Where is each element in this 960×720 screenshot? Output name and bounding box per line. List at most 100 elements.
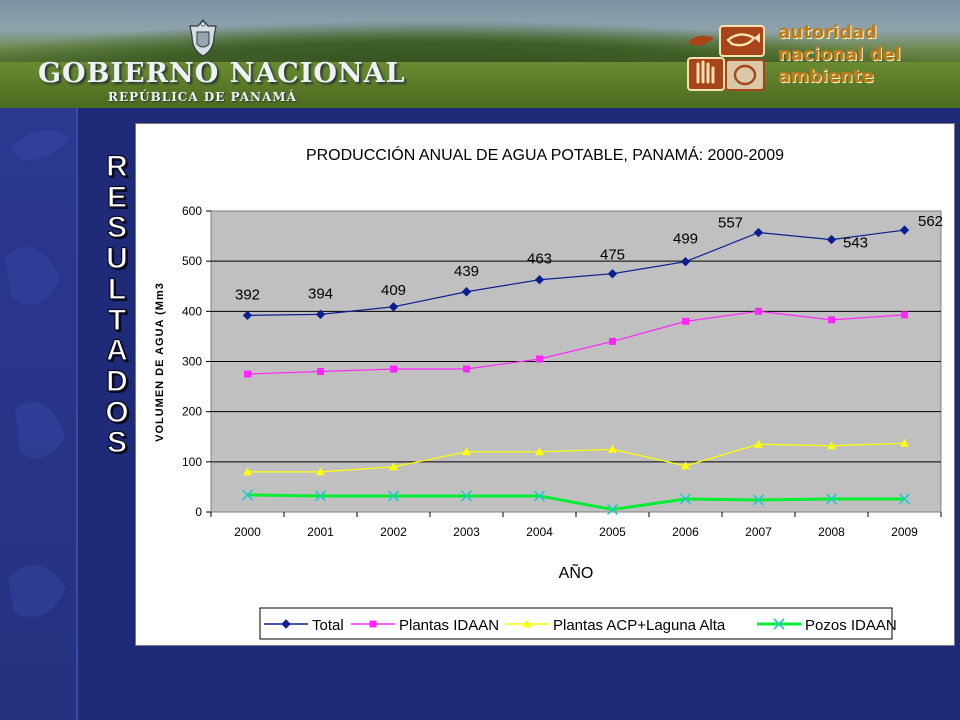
data-point-marker	[533, 490, 546, 502]
title-letter: A	[106, 334, 129, 368]
y-axis-ticks: 0 100 200 300 400 500 600	[182, 204, 211, 519]
x-tick-label: 2005	[599, 525, 626, 539]
data-label: 557	[718, 215, 743, 232]
data-point-marker	[900, 438, 909, 447]
data-label: 394	[308, 285, 333, 302]
legend-swatch-marker	[369, 620, 377, 628]
x-axis-ticks: 2000 2001 2002 2003 2004 2005 2006 2007 2008 2009	[210, 512, 942, 539]
data-point-marker	[680, 256, 691, 267]
data-label: 475	[600, 247, 625, 264]
data-label: 409	[381, 282, 406, 299]
data-point-marker	[607, 269, 618, 279]
line-chart: PRODUCCIÓN ANUAL DE AGUA POTABLE, PANAMÁ…	[154, 145, 943, 640]
y-tick-label: 0	[195, 505, 202, 519]
title-letter: D	[106, 364, 129, 398]
chart-legend: Total Plantas IDAAN Plantas ACP+Laguna Alt…	[259, 607, 897, 640]
data-point-marker	[314, 490, 327, 502]
agency-name-line-1: autoridad	[778, 22, 877, 43]
data-point-marker	[316, 467, 325, 476]
title-letter: E	[106, 180, 127, 214]
data-point-marker	[825, 493, 838, 505]
government-title: GOBIERNO NACIONAL	[38, 58, 406, 89]
data-point-marker	[609, 337, 616, 345]
x-tick-label: 2006	[672, 525, 699, 539]
agency-name-line-3: ambiente	[778, 66, 874, 87]
x-tick-label: 2002	[380, 525, 407, 539]
data-point-marker	[534, 275, 545, 285]
government-subtitle: REPÚBLICA DE PANAMÁ	[108, 90, 297, 104]
data-label: 543	[843, 235, 868, 252]
title-letter: S	[106, 426, 127, 460]
data-point-marker	[681, 461, 690, 470]
x-axis-label: AÑO	[559, 562, 594, 582]
y-tick-label: 200	[182, 405, 202, 419]
data-point-marker	[753, 227, 764, 238]
data-point-marker	[244, 370, 251, 378]
data-point-marker	[536, 355, 543, 363]
data-point-marker	[754, 439, 763, 448]
data-labels: 392 394 409 439 463 475 499 557 543 562	[235, 213, 943, 303]
series-markers	[241, 225, 911, 516]
vertical-section-title: R E S U L T A D O S	[97, 150, 137, 460]
y-tick-label: 400	[182, 304, 202, 318]
title-letter: O	[105, 395, 130, 429]
x-tick-label: 2003	[453, 525, 480, 539]
gridlines	[211, 260, 941, 463]
data-label: 562	[918, 213, 943, 230]
data-point-marker	[828, 316, 835, 324]
y-axis-label: VOLUMEN DE AGUA (Mm3	[154, 282, 166, 442]
data-point-marker	[317, 368, 324, 376]
data-point-marker	[242, 310, 253, 321]
x-tick-label: 2007	[745, 525, 772, 539]
data-point-marker	[387, 490, 400, 502]
coat-of-arms-icon	[189, 19, 217, 57]
data-label: 499	[673, 231, 698, 248]
series-line	[247, 310, 905, 375]
data-point-marker	[461, 287, 472, 297]
legend-entry-label: Pozos IDAAN	[805, 617, 897, 634]
data-point-marker	[463, 365, 470, 373]
data-point-marker	[606, 503, 619, 516]
legend-entry-label: Plantas IDAAN	[399, 617, 499, 634]
data-label: 463	[527, 251, 552, 268]
y-tick-label: 300	[182, 355, 202, 369]
title-letter: R	[106, 150, 129, 183]
data-point-marker	[901, 311, 908, 319]
x-tick-label: 2009	[891, 525, 918, 539]
title-letter: U	[106, 242, 129, 276]
data-label: 439	[454, 263, 479, 280]
data-point-marker	[462, 447, 471, 456]
x-tick-label: 2001	[307, 525, 334, 539]
y-tick-label: 500	[182, 254, 202, 268]
agency-name-line-2: nacional del	[778, 44, 901, 65]
x-tick-label: 2000	[234, 525, 261, 539]
data-point-marker	[388, 302, 399, 312]
data-point-marker	[243, 467, 252, 476]
data-point-marker	[755, 307, 762, 315]
title-letter: T	[107, 303, 127, 337]
data-point-marker	[679, 493, 692, 505]
legend-entry-label: Total	[312, 617, 344, 634]
title-letter: S	[106, 211, 127, 245]
anam-logo-icon	[687, 25, 765, 91]
data-point-marker	[315, 309, 326, 320]
data-label: 392	[235, 286, 260, 303]
data-point-marker	[460, 490, 473, 502]
data-point-marker	[898, 493, 911, 505]
series-line	[247, 442, 905, 473]
header-banner: GOBIERNO NACIONAL REPÚBLICA DE PANAMÁ au…	[0, 0, 960, 108]
data-point-marker	[899, 225, 910, 235]
chart-container: PRODUCCIÓN ANUAL DE AGUA POTABLE, PANAMÁ…	[135, 123, 955, 646]
watermark-shapes	[5, 130, 70, 618]
data-point-marker	[535, 447, 544, 456]
data-point-marker	[752, 494, 765, 506]
data-point-marker	[390, 365, 397, 373]
series-line	[247, 229, 905, 316]
data-point-marker	[826, 234, 837, 245]
x-tick-label: 2008	[818, 525, 845, 539]
legend-swatch-marker	[522, 619, 532, 628]
data-point-marker	[827, 441, 836, 450]
data-point-marker	[608, 444, 617, 453]
agency-name: autoridad nacional del ambiente	[778, 22, 901, 88]
data-point-marker	[682, 317, 689, 325]
